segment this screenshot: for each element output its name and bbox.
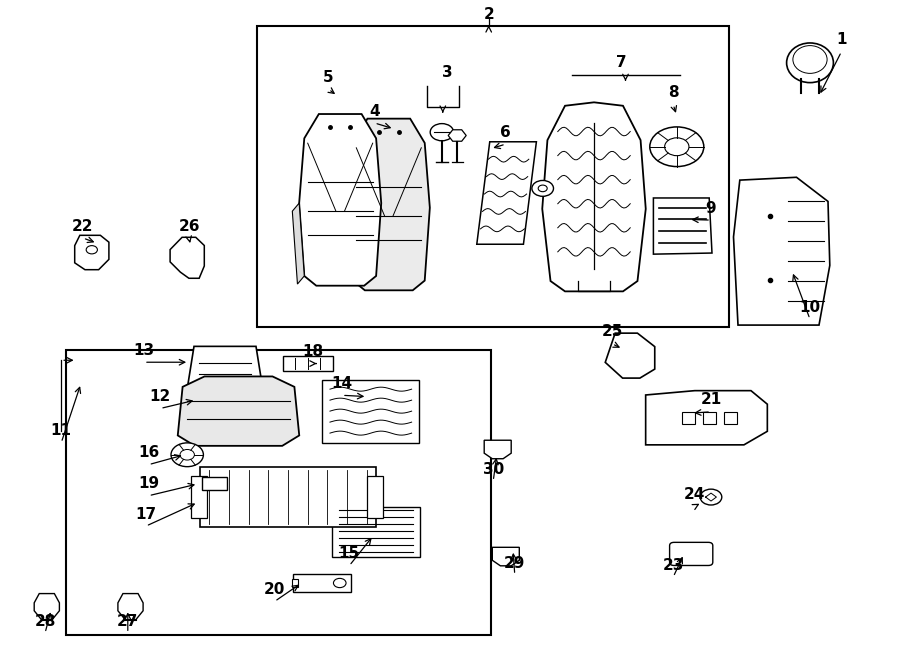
Text: 7: 7: [616, 55, 626, 69]
Text: 19: 19: [138, 477, 159, 491]
Text: 29: 29: [504, 556, 526, 570]
Text: 12: 12: [149, 389, 171, 404]
FancyBboxPatch shape: [283, 356, 333, 371]
FancyBboxPatch shape: [322, 379, 419, 443]
Text: 13: 13: [133, 343, 155, 358]
Text: 6: 6: [500, 125, 511, 139]
Text: 17: 17: [135, 507, 157, 522]
Text: 14: 14: [331, 376, 353, 391]
Text: 5: 5: [323, 70, 334, 85]
Polygon shape: [75, 235, 109, 270]
Text: 11: 11: [50, 424, 72, 438]
FancyBboxPatch shape: [191, 476, 207, 518]
FancyBboxPatch shape: [200, 467, 376, 527]
FancyBboxPatch shape: [202, 477, 227, 490]
Circle shape: [430, 124, 454, 141]
Text: 27: 27: [117, 614, 139, 629]
Circle shape: [700, 489, 722, 505]
FancyBboxPatch shape: [670, 542, 713, 566]
Text: 10: 10: [799, 300, 821, 315]
Text: 2: 2: [483, 7, 494, 22]
Text: 24: 24: [684, 487, 706, 502]
Text: 22: 22: [72, 219, 94, 233]
Polygon shape: [448, 130, 466, 141]
Text: 15: 15: [338, 547, 360, 561]
FancyBboxPatch shape: [703, 412, 716, 424]
Polygon shape: [734, 177, 830, 325]
Circle shape: [532, 180, 554, 196]
Bar: [256, 26, 729, 327]
Text: 28: 28: [34, 614, 56, 629]
Text: 16: 16: [138, 446, 159, 460]
Text: 30: 30: [482, 462, 504, 477]
Text: 1: 1: [836, 32, 847, 47]
Polygon shape: [653, 198, 712, 254]
Circle shape: [171, 443, 203, 467]
Text: 26: 26: [178, 219, 200, 233]
Polygon shape: [347, 119, 430, 290]
Ellipse shape: [787, 43, 833, 83]
Polygon shape: [542, 102, 646, 292]
Text: 18: 18: [302, 344, 324, 359]
Polygon shape: [299, 114, 382, 286]
Polygon shape: [188, 346, 262, 387]
Text: 8: 8: [668, 85, 679, 100]
Polygon shape: [477, 141, 536, 245]
FancyBboxPatch shape: [682, 412, 696, 424]
Polygon shape: [292, 203, 304, 284]
Polygon shape: [118, 594, 143, 620]
Circle shape: [333, 578, 346, 588]
Circle shape: [650, 127, 704, 167]
Polygon shape: [178, 377, 299, 446]
Text: 4: 4: [369, 104, 380, 118]
FancyBboxPatch shape: [367, 476, 383, 518]
Text: 21: 21: [700, 393, 722, 407]
FancyBboxPatch shape: [332, 508, 420, 557]
Text: 25: 25: [601, 325, 623, 339]
FancyBboxPatch shape: [724, 412, 737, 424]
Polygon shape: [492, 547, 519, 566]
Text: 23: 23: [662, 558, 684, 572]
Polygon shape: [484, 440, 511, 459]
Polygon shape: [605, 333, 654, 378]
Text: 20: 20: [264, 582, 285, 597]
Text: 9: 9: [706, 201, 716, 215]
Polygon shape: [645, 391, 768, 445]
Polygon shape: [34, 594, 59, 620]
Text: 3: 3: [442, 65, 453, 80]
Bar: [66, 350, 490, 635]
FancyBboxPatch shape: [292, 579, 298, 587]
FancyBboxPatch shape: [293, 574, 351, 592]
Polygon shape: [170, 237, 204, 278]
